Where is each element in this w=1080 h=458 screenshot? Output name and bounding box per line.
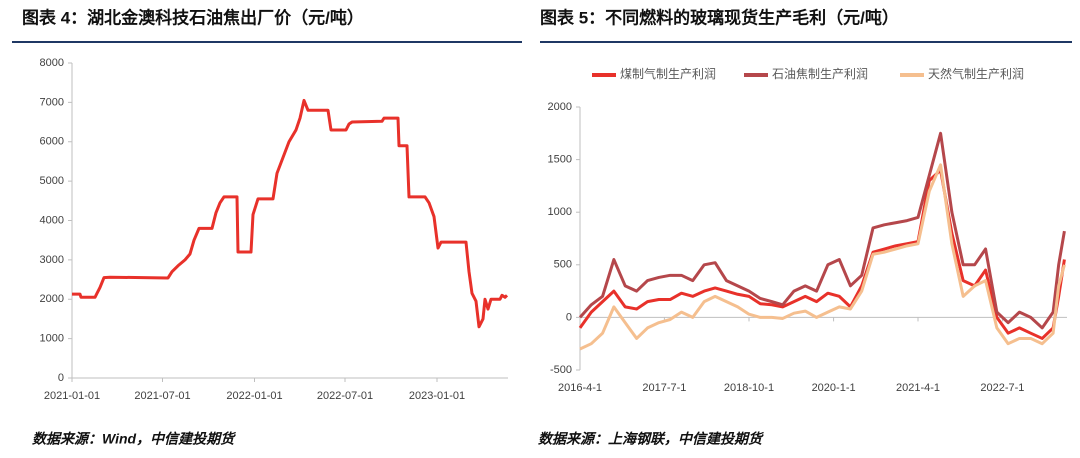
- series-line: [579, 163, 1066, 351]
- y-tick-label: 1000: [548, 206, 572, 218]
- y-tick-label: 2000: [548, 101, 572, 113]
- y-tick-label: 2000: [40, 293, 64, 305]
- legend-label: 天然气制生产利润: [928, 66, 1024, 81]
- x-tick-label: 2020-1-1: [812, 382, 856, 394]
- x-tick-label: 2021-07-01: [134, 390, 190, 402]
- legend-label: 煤制气制生产利润: [620, 66, 716, 81]
- y-tick-label: 7000: [40, 96, 64, 108]
- y-tick-label: 500: [554, 259, 572, 271]
- y-tick-label: 4000: [40, 214, 64, 226]
- series-line: [578, 168, 1066, 340]
- x-tick-label: 2021-4-1: [896, 382, 940, 394]
- y-tick-label: 5000: [40, 175, 64, 187]
- x-tick-label: 2022-7-1: [980, 382, 1024, 394]
- chart-title: 图表 5：不同燃料的玻璃现货生产毛利（元/吨）: [540, 7, 899, 27]
- series-line: [578, 131, 1066, 330]
- x-tick-label: 2018-10-1: [724, 382, 774, 394]
- y-tick-label: 1500: [548, 154, 572, 166]
- x-tick-label: 2016-4-1: [558, 382, 602, 394]
- x-tick-label: 2017-7-1: [642, 382, 686, 394]
- source-note: 数据来源：Wind，中信建投期货: [32, 431, 236, 447]
- source-note: 数据来源：上海钢联，中信建投期货: [538, 431, 764, 447]
- y-tick-label: 6000: [40, 136, 64, 148]
- x-tick-label: 2022-01-01: [226, 390, 282, 402]
- series-line: [72, 98, 509, 329]
- y-tick-label: 1000: [40, 333, 64, 345]
- y-tick-label: 0: [58, 372, 64, 384]
- chart-title: 图表 4：湖北金澳科技石油焦出厂价（元/吨）: [22, 7, 364, 27]
- x-tick-label: 2023-01-01: [409, 390, 465, 402]
- y-tick-label: 0: [566, 311, 572, 323]
- y-tick-label: 3000: [40, 254, 64, 266]
- legend-label: 石油焦制生产利润: [772, 67, 868, 81]
- x-tick-label: 2022-07-01: [317, 390, 373, 402]
- y-tick-label: -500: [550, 364, 572, 376]
- x-tick-label: 2021-01-01: [44, 390, 100, 402]
- y-tick-label: 8000: [40, 57, 64, 69]
